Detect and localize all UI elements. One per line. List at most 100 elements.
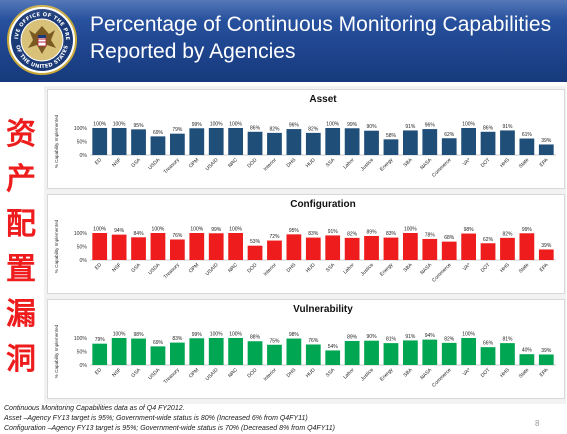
vulnerability-y-axis-label: % Capability Implemented: [54, 324, 59, 378]
vulnerability-x-tick-label: NSF: [111, 367, 122, 378]
vulnerability-data-label: 94%: [425, 333, 436, 339]
asset-x-tick-label: DHS: [286, 157, 298, 169]
asset-data-label: 90%: [367, 124, 378, 130]
configuration-bar: [519, 233, 535, 260]
vulnerability-data-label: 100%: [229, 332, 242, 338]
vulnerability-bar: [480, 347, 496, 365]
configuration-x-tick-label: NASA: [419, 262, 433, 276]
asset-bar: [247, 131, 263, 155]
configuration-data-label: 83%: [308, 231, 319, 237]
asset-chart-panel: Asset % Capability Implemented 100% 50% 0% 10…: [47, 89, 565, 189]
asset-x-tick-label: State: [518, 157, 531, 170]
configuration-chart-title: Configuration: [290, 199, 356, 210]
asset-data-label: 99%: [192, 122, 203, 128]
vulnerability-data-label: 54%: [328, 344, 339, 350]
asset-x-tick-label: Labor: [342, 157, 356, 171]
asset-bar: [111, 128, 127, 155]
vulnerability-bar: [228, 338, 244, 365]
vulnerability-data-label: 66%: [483, 341, 494, 347]
asset-data-label: 61%: [522, 132, 533, 138]
asset-x-tick-label: ED: [94, 157, 103, 166]
asset-bar: [519, 138, 535, 155]
asset-bar: [208, 128, 224, 155]
asset-bar: [228, 128, 244, 155]
configuration-bar: [441, 241, 457, 260]
configuration-data-label: 83%: [386, 231, 397, 237]
asset-x-tick-label: VA*: [462, 157, 472, 167]
vulnerability-data-label: 89%: [347, 334, 358, 340]
vulnerability-x-tick-label: Labor: [342, 367, 356, 381]
asset-data-label: 99%: [347, 122, 358, 128]
configuration-x-tick-label: HUD: [305, 262, 317, 274]
configuration-x-tick-label: GSA: [130, 262, 142, 274]
asset-data-label: 95%: [134, 123, 145, 129]
vulnerability-bar: [111, 338, 127, 365]
asset-chart-title: Asset: [309, 94, 337, 105]
vulnerability-data-label: 83%: [172, 336, 183, 342]
slide-number: 8: [535, 419, 540, 428]
configuration-bar: [247, 245, 263, 260]
asset-bar: [441, 138, 457, 155]
vulnerability-x-tick-label: State: [518, 367, 531, 380]
configuration-bar: [169, 239, 185, 260]
asset-y-tick-label: 50%: [77, 139, 88, 145]
configuration-bar: [461, 233, 477, 260]
vulnerability-data-label: 69%: [153, 340, 164, 346]
vulnerability-bar: [305, 344, 321, 365]
asset-x-tick-label: Energy: [379, 157, 395, 173]
vulnerability-bar: [286, 338, 302, 365]
vulnerability-data-label: 40%: [522, 348, 533, 354]
configuration-bar: [500, 237, 515, 260]
asset-bar: [538, 144, 554, 155]
vulnerability-y-tick-label: 50%: [77, 349, 88, 355]
asset-x-tick-label: GSA: [130, 157, 142, 169]
vulnerability-x-tick-label: DOT: [480, 367, 492, 379]
asset-x-tick-label: HHS: [499, 157, 511, 169]
configuration-x-tick-label: NRC: [227, 262, 239, 274]
asset-x-tick-label: Justice: [360, 157, 375, 172]
configuration-bar-chart: Configuration % Capability Implemented 100…: [54, 199, 556, 284]
configuration-data-label: 72%: [269, 234, 280, 240]
vulnerability-bar: [441, 342, 457, 365]
vulnerability-x-tick-label: ED: [94, 367, 103, 376]
configuration-bar: [208, 233, 224, 260]
asset-data-label: 96%: [289, 123, 300, 129]
configuration-chart-panel: Configuration % Capability Implemented 100…: [47, 194, 565, 294]
configuration-data-label: 53%: [250, 239, 261, 245]
slide-title-line-1: Percentage of Continuous Monitoring Capa…: [90, 13, 552, 36]
asset-x-tick-label: OPM: [188, 157, 200, 169]
vulnerability-x-tick-label: GSA: [130, 367, 142, 379]
sidebar-chinese-labels: 资 产 配 置 漏 洞: [0, 112, 42, 402]
configuration-bar: [383, 237, 399, 260]
vulnerability-x-tick-label: Interior: [263, 367, 278, 382]
configuration-data-label: 62%: [483, 237, 494, 243]
configuration-data-label: 68%: [444, 235, 455, 241]
asset-x-tick-label: NRC: [227, 157, 239, 169]
vulnerability-bar: [325, 350, 341, 365]
configuration-x-tick-label: Interior: [263, 262, 278, 277]
configuration-bar: [286, 234, 302, 260]
asset-x-tick-label: SBA: [402, 157, 414, 169]
vulnerability-data-label: 91%: [405, 334, 416, 340]
configuration-x-tick-label: USAID: [205, 262, 220, 277]
configuration-bar: [150, 233, 166, 260]
vulnerability-bar: [500, 343, 515, 365]
configuration-bar: [267, 240, 282, 260]
asset-bar: [92, 128, 108, 155]
footnote-line-3: Configuration –Agency FY13 target is 95%…: [4, 425, 335, 432]
vulnerability-data-label: 98%: [134, 332, 145, 338]
configuration-x-tick-label: Commerce: [431, 262, 453, 284]
sidebar-char: 漏: [6, 297, 36, 332]
vulnerability-x-tick-label: VA*: [462, 367, 472, 377]
asset-bar: [500, 130, 515, 155]
vulnerability-bar: [461, 338, 477, 365]
asset-data-label: 69%: [153, 130, 164, 136]
configuration-x-tick-label: ED: [94, 262, 103, 271]
vulnerability-bar: [267, 344, 282, 365]
vulnerability-bar-chart: Vulnerability % Capability Implemented 100…: [54, 304, 556, 389]
configuration-y-tick-label: 50%: [77, 244, 88, 250]
vulnerability-x-tick-label: Justice: [360, 367, 375, 382]
asset-data-label: 79%: [172, 127, 183, 133]
asset-data-label: 96%: [425, 123, 436, 129]
configuration-data-label: 84%: [134, 231, 145, 237]
